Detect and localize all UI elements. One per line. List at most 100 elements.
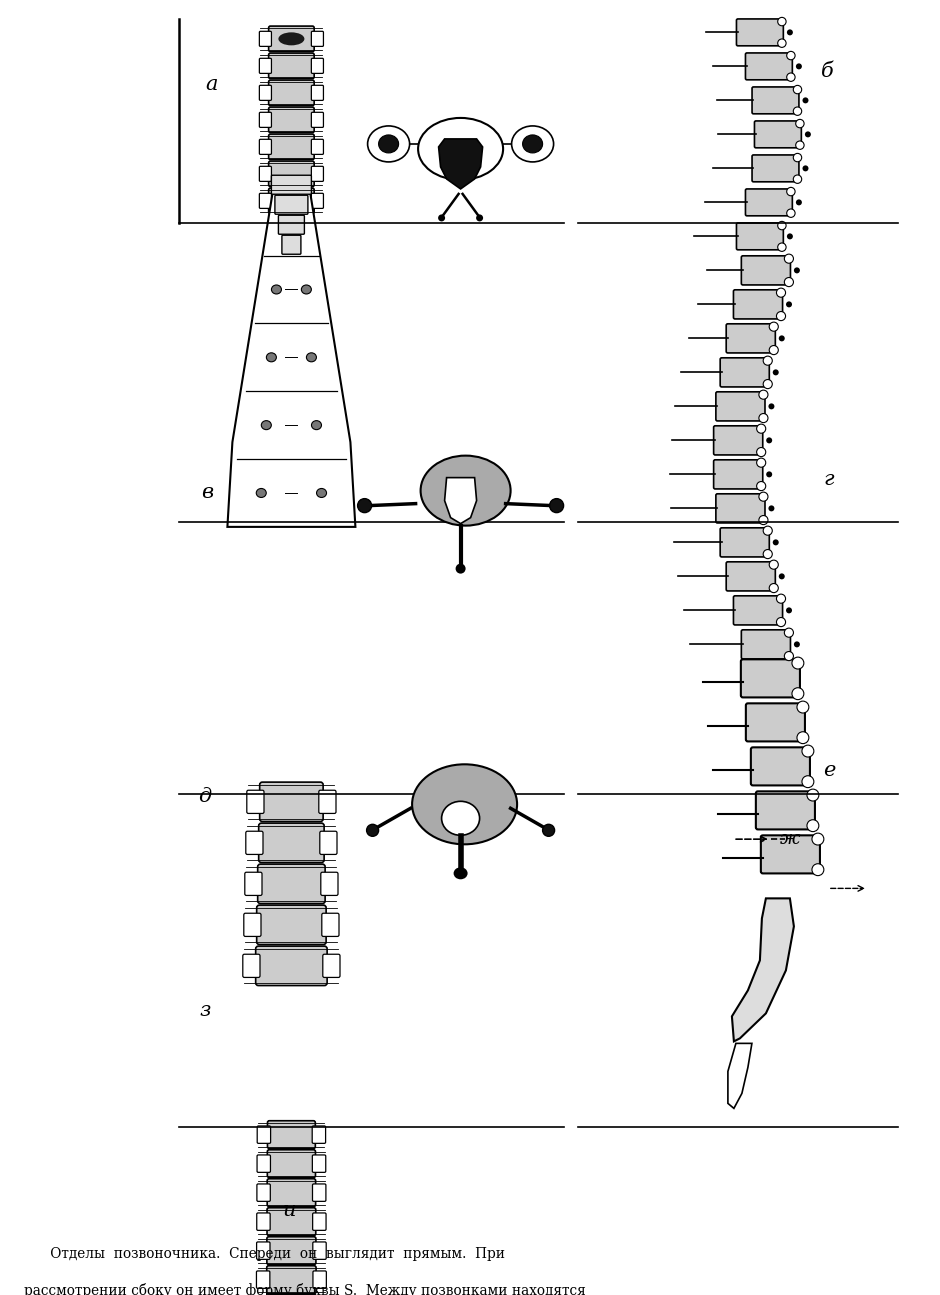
FancyBboxPatch shape	[727, 324, 776, 354]
Ellipse shape	[412, 764, 517, 844]
Ellipse shape	[759, 515, 768, 524]
Ellipse shape	[769, 584, 778, 593]
FancyBboxPatch shape	[311, 113, 323, 127]
Ellipse shape	[511, 126, 554, 162]
FancyBboxPatch shape	[269, 135, 314, 159]
Ellipse shape	[797, 732, 808, 743]
FancyBboxPatch shape	[322, 954, 340, 978]
Ellipse shape	[257, 488, 266, 497]
FancyBboxPatch shape	[259, 782, 323, 821]
Ellipse shape	[786, 302, 792, 307]
Ellipse shape	[302, 285, 311, 294]
Ellipse shape	[418, 118, 503, 180]
Ellipse shape	[787, 73, 795, 82]
FancyBboxPatch shape	[259, 193, 272, 208]
Ellipse shape	[796, 199, 802, 206]
Text: и: и	[283, 1202, 296, 1220]
Ellipse shape	[787, 30, 793, 35]
Ellipse shape	[784, 254, 793, 263]
Ellipse shape	[776, 618, 786, 627]
FancyBboxPatch shape	[733, 290, 783, 319]
FancyBboxPatch shape	[741, 659, 800, 698]
Ellipse shape	[759, 492, 768, 501]
FancyBboxPatch shape	[311, 58, 323, 74]
Ellipse shape	[420, 456, 510, 526]
Ellipse shape	[776, 594, 786, 603]
Text: е: е	[822, 761, 836, 780]
Ellipse shape	[769, 322, 778, 332]
FancyBboxPatch shape	[257, 1155, 271, 1172]
FancyBboxPatch shape	[727, 562, 776, 591]
FancyBboxPatch shape	[312, 1125, 325, 1143]
Ellipse shape	[797, 701, 808, 714]
Ellipse shape	[367, 825, 379, 837]
FancyBboxPatch shape	[243, 913, 261, 936]
Ellipse shape	[368, 126, 410, 162]
Ellipse shape	[759, 413, 768, 422]
FancyBboxPatch shape	[259, 140, 272, 154]
FancyBboxPatch shape	[713, 426, 762, 455]
Ellipse shape	[442, 802, 479, 835]
Ellipse shape	[787, 233, 793, 240]
FancyBboxPatch shape	[311, 193, 323, 208]
FancyBboxPatch shape	[742, 256, 791, 285]
Ellipse shape	[778, 574, 785, 579]
FancyBboxPatch shape	[257, 1213, 270, 1230]
FancyBboxPatch shape	[312, 1184, 326, 1202]
Ellipse shape	[812, 864, 823, 875]
Ellipse shape	[793, 175, 802, 184]
Text: з: з	[199, 1001, 211, 1019]
Text: д: д	[198, 787, 212, 805]
Ellipse shape	[807, 820, 819, 831]
Ellipse shape	[776, 287, 786, 298]
Text: Отделы  позвоночника.  Спереди  он  выглядит  прямым.  При: Отделы позвоночника. Спереди он выглядит…	[24, 1247, 505, 1261]
FancyBboxPatch shape	[716, 493, 765, 523]
Ellipse shape	[803, 97, 808, 104]
FancyBboxPatch shape	[272, 175, 311, 194]
FancyBboxPatch shape	[756, 791, 815, 829]
Ellipse shape	[777, 39, 786, 48]
Ellipse shape	[796, 63, 802, 70]
Ellipse shape	[793, 153, 802, 162]
FancyBboxPatch shape	[258, 864, 325, 904]
FancyBboxPatch shape	[259, 113, 272, 127]
Ellipse shape	[523, 135, 542, 153]
Ellipse shape	[266, 352, 276, 361]
Ellipse shape	[777, 17, 786, 26]
FancyBboxPatch shape	[245, 831, 263, 855]
FancyBboxPatch shape	[320, 831, 337, 855]
FancyBboxPatch shape	[311, 140, 323, 154]
FancyBboxPatch shape	[720, 528, 769, 557]
Ellipse shape	[787, 52, 795, 60]
Ellipse shape	[311, 421, 321, 430]
Ellipse shape	[791, 688, 804, 699]
Text: б: б	[821, 62, 834, 80]
Ellipse shape	[777, 221, 786, 229]
FancyBboxPatch shape	[247, 790, 264, 813]
FancyBboxPatch shape	[258, 824, 324, 862]
FancyBboxPatch shape	[742, 629, 791, 659]
Ellipse shape	[793, 85, 802, 93]
Ellipse shape	[766, 438, 772, 443]
FancyBboxPatch shape	[313, 1270, 326, 1289]
Polygon shape	[445, 478, 477, 523]
Ellipse shape	[803, 166, 808, 171]
Ellipse shape	[763, 356, 773, 365]
FancyBboxPatch shape	[745, 189, 792, 216]
Ellipse shape	[763, 526, 773, 535]
FancyBboxPatch shape	[244, 873, 262, 895]
FancyBboxPatch shape	[269, 80, 314, 106]
FancyBboxPatch shape	[745, 703, 805, 742]
FancyBboxPatch shape	[720, 357, 769, 387]
Ellipse shape	[550, 499, 564, 513]
FancyBboxPatch shape	[311, 166, 323, 181]
FancyBboxPatch shape	[259, 58, 272, 74]
FancyBboxPatch shape	[267, 1208, 316, 1235]
FancyBboxPatch shape	[736, 223, 783, 250]
FancyBboxPatch shape	[269, 26, 314, 52]
FancyBboxPatch shape	[267, 1178, 316, 1207]
FancyBboxPatch shape	[258, 1125, 271, 1143]
FancyBboxPatch shape	[267, 1150, 316, 1177]
Ellipse shape	[476, 215, 483, 221]
FancyBboxPatch shape	[268, 1120, 315, 1149]
